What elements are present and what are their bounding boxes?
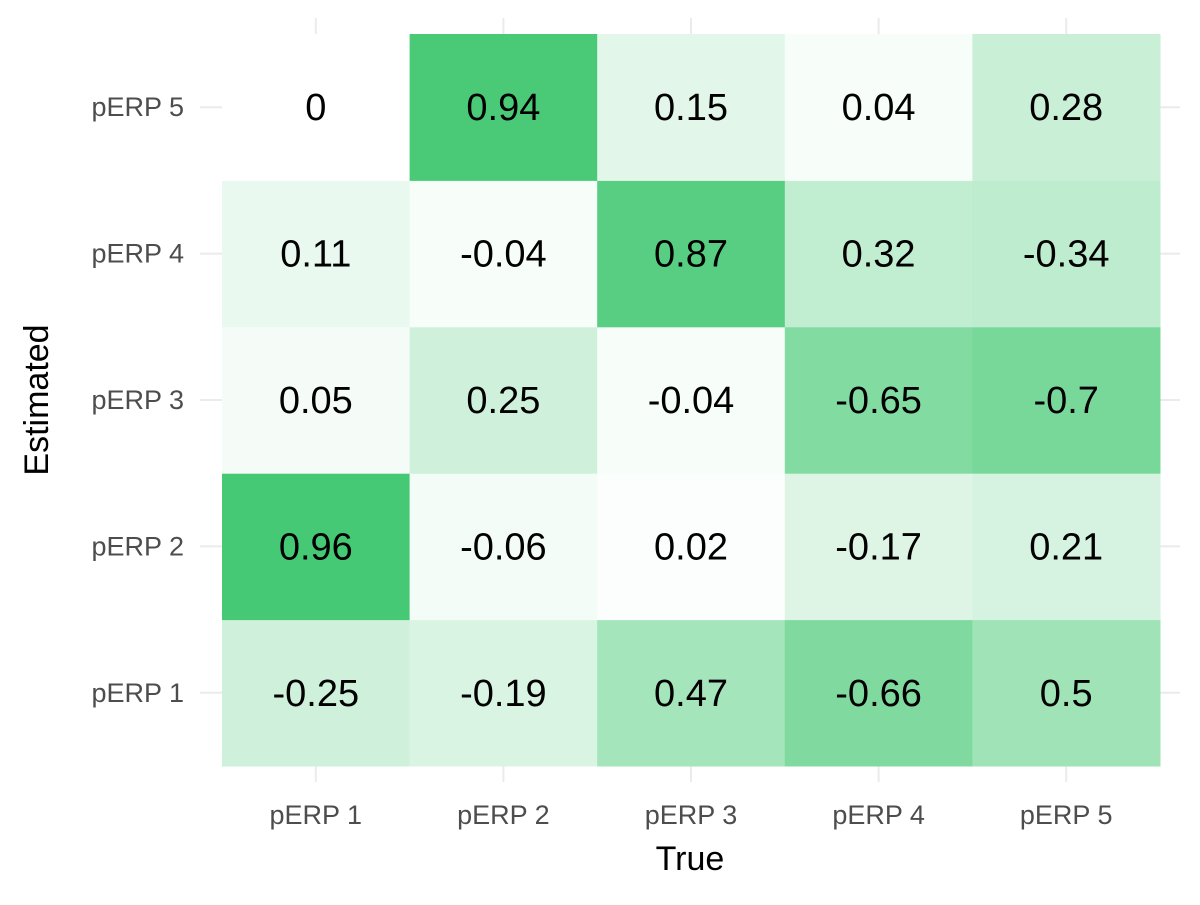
x-tick-label: pERP 1 [270, 800, 363, 830]
cell-value-label: 0.96 [279, 526, 353, 568]
heatmap-cell [409, 619, 598, 767]
y-tick-label: pERP 1 [91, 678, 184, 708]
heatmap-cell [222, 326, 411, 474]
cell-value-label: 0.04 [842, 87, 916, 129]
cell-value-label: -0.66 [835, 673, 922, 715]
cell-value-label: 0.5 [1040, 673, 1093, 715]
cell-value-label: 0 [305, 87, 326, 129]
cell-value-label: 0.25 [466, 380, 540, 422]
cell-value-label: 0.15 [654, 87, 728, 129]
heatmap-cell [409, 326, 598, 474]
cell-value-label: -0.34 [1023, 234, 1110, 276]
heatmap-cell [972, 34, 1161, 181]
heatmap-cell [222, 619, 411, 767]
heatmap-cell [597, 619, 786, 767]
heatmap-cell [784, 619, 973, 767]
heatmap-cell [597, 473, 786, 621]
x-axis-ticks: pERP 1 pERP 2 pERP 3 pERP 4 pERP 5 [270, 800, 1113, 830]
cell-value-label: 0.32 [842, 234, 916, 276]
y-tick-label: pERP 5 [91, 92, 184, 122]
cell-value-label: -0.04 [460, 234, 547, 276]
heatmap-cell [784, 326, 973, 474]
heatmap-cells [222, 34, 1161, 767]
cell-value-label: -0.06 [460, 526, 547, 568]
cell-value-label: -0.25 [272, 673, 359, 715]
cell-value-labels: -0.25 -0.19 0.47 -0.66 0.5 0.96 -0.06 0.02 -0.17… [272, 87, 1109, 715]
heatmap-cell [222, 473, 411, 621]
y-tick-label: pERP 3 [91, 385, 184, 415]
x-tick-label: pERP 3 [645, 800, 738, 830]
heatmap-cell [784, 180, 973, 328]
cell-value-label: 0.05 [279, 380, 353, 422]
heatmap-cell [597, 326, 786, 474]
cell-value-label: 0.21 [1029, 526, 1103, 568]
cell-value-label: -0.7 [1033, 380, 1098, 422]
heatmap-cell [409, 473, 598, 621]
cell-value-label: -0.04 [648, 380, 735, 422]
heatmap-cell [222, 180, 411, 328]
heatmap-cell [222, 34, 411, 181]
x-tick-label: pERP 2 [457, 800, 550, 830]
cell-value-label: 0.47 [654, 673, 728, 715]
cell-value-label: 0.28 [1029, 87, 1103, 129]
y-tick-label: pERP 4 [91, 239, 184, 269]
heatmap-cell [409, 34, 598, 181]
heatmap-cell [409, 180, 598, 328]
heatmap-cell [597, 180, 786, 328]
y-axis-title: Estimated [18, 324, 56, 475]
cell-value-label: -0.17 [835, 526, 922, 568]
heatmap-cell [972, 180, 1161, 328]
y-tick-label: pERP 2 [91, 531, 184, 561]
heatmap-cell [972, 619, 1161, 767]
x-tick-label: pERP 5 [1020, 800, 1113, 830]
x-axis-title: True [656, 840, 725, 878]
cell-value-label: 0.87 [654, 234, 728, 276]
heatmap-cell [597, 34, 786, 181]
heatmap-cell [784, 34, 973, 181]
heatmap-cell [972, 473, 1161, 621]
x-tick-label: pERP 4 [832, 800, 925, 830]
heatmap-cell [972, 326, 1161, 474]
y-axis-ticks: pERP 1 pERP 2 pERP 3 pERP 4 pERP 5 [91, 92, 184, 708]
heatmap-cell [784, 473, 973, 621]
cell-value-label: 0.94 [466, 87, 540, 129]
cell-value-label: -0.19 [460, 673, 547, 715]
cell-value-label: 0.11 [280, 234, 351, 276]
cell-value-label: -0.65 [835, 380, 922, 422]
cell-value-label: 0.02 [654, 526, 728, 568]
